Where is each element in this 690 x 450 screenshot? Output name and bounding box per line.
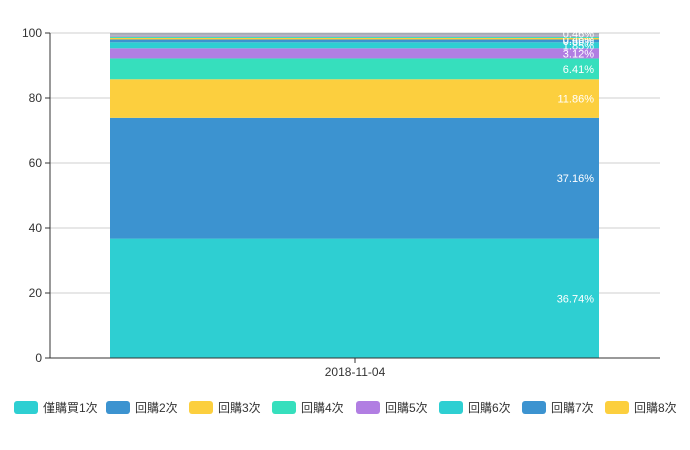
legend-swatch — [439, 401, 463, 414]
bar-segment — [110, 34, 599, 36]
legend-swatch — [272, 401, 296, 414]
data-label: 1.85% — [563, 40, 594, 52]
legend-swatch — [522, 401, 546, 414]
y-tick-label: 100 — [22, 26, 42, 40]
y-tick-label: 60 — [29, 156, 43, 170]
legend-swatch — [14, 401, 38, 414]
legend-swatch — [189, 401, 213, 414]
legend-label: 回購6次 — [468, 401, 511, 415]
y-tick-label: 0 — [35, 351, 42, 365]
data-label: 11.86% — [558, 94, 595, 106]
y-tick-label: 40 — [29, 221, 43, 235]
bar-segment — [110, 33, 599, 35]
bar-segment — [110, 238, 599, 358]
bar-segment — [110, 38, 599, 40]
y-tick-label: 20 — [29, 286, 43, 300]
legend-label: 回購3次 — [218, 401, 261, 415]
bar-segment — [110, 37, 599, 39]
legend-swatch — [356, 401, 380, 414]
legend-label: 回購8次 — [634, 401, 677, 415]
bar-segment — [110, 39, 599, 43]
legend-label: 回購4次 — [301, 401, 344, 415]
bar-segment — [110, 42, 599, 49]
bar-segment — [110, 117, 599, 239]
y-tick-label: 80 — [29, 91, 43, 105]
legend-swatch — [106, 401, 130, 414]
bar-segment — [110, 58, 599, 80]
legend-label: 回購7次 — [551, 401, 594, 415]
data-label: 36.74% — [557, 293, 595, 305]
bar-segment — [110, 48, 599, 59]
bar-segment — [110, 79, 599, 118]
data-label: 3.12% — [563, 48, 594, 60]
data-label: 0.46% — [563, 29, 594, 41]
legend-label: 僅購買1次 — [43, 401, 98, 415]
legend-label: 回購2次 — [135, 401, 178, 415]
legend-swatch — [605, 401, 629, 414]
bar-segment — [110, 35, 599, 38]
x-tick-label: 2018-11-04 — [325, 365, 386, 379]
data-label: 6.41% — [563, 64, 594, 76]
legend-label: 回購5次 — [385, 401, 428, 415]
data-label: 37.16% — [557, 173, 595, 185]
